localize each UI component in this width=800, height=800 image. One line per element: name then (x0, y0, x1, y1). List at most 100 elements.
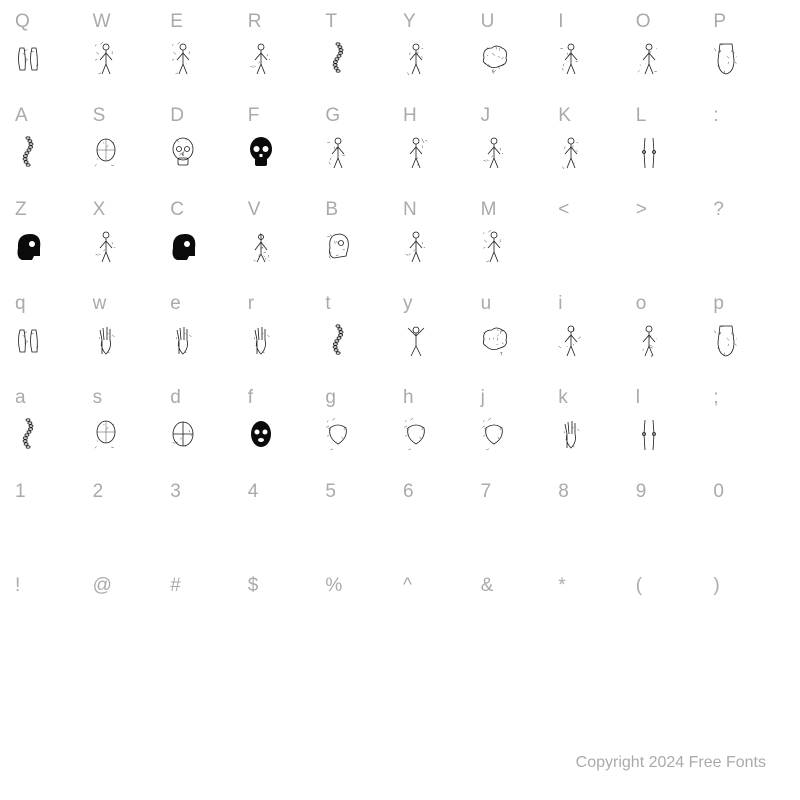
char-row: QWERTYUIOP (12, 8, 788, 36)
char-label: 9 (633, 478, 711, 506)
char-label: U (478, 8, 556, 36)
glyph-icon (90, 510, 122, 548)
torso-organs-glyph (710, 36, 788, 102)
glyph-icon (245, 228, 277, 266)
char-label: Z (12, 196, 90, 224)
char-label: w (90, 290, 168, 318)
char-label: 8 (555, 478, 633, 506)
char-label: 0 (710, 478, 788, 506)
spine-inv-glyph (322, 318, 400, 384)
char-label: C (167, 196, 245, 224)
char-label: X (90, 196, 168, 224)
char-label: M (478, 196, 556, 224)
char-label: S (90, 102, 168, 130)
running-figure-glyph (400, 36, 478, 102)
glyph-icon (322, 604, 354, 642)
char-label: 5 (322, 478, 400, 506)
circulatory-glyph (245, 224, 323, 290)
char-label: > (633, 196, 711, 224)
glyph-icon (710, 510, 742, 548)
glyph-icon (555, 510, 587, 548)
empty-glyph (555, 506, 633, 572)
empty-glyph (12, 506, 90, 572)
glyph-row (12, 36, 788, 102)
glyph-icon (90, 134, 122, 172)
glyph-icon (245, 416, 277, 454)
glyph-icon (12, 228, 44, 266)
char-label: a (12, 384, 90, 412)
char-label: ; (710, 384, 788, 412)
glyph-icon (400, 322, 432, 360)
glyph-icon (400, 40, 432, 78)
glyph-icon (90, 604, 122, 642)
char-label: y (400, 290, 478, 318)
feet-pair-glyph (12, 36, 90, 102)
hand-open-glyph (245, 318, 323, 384)
glyph-row (12, 130, 788, 196)
char-label: E (167, 8, 245, 36)
glyph-icon (245, 604, 277, 642)
empty-glyph (710, 506, 788, 572)
pelvis-glyph (322, 412, 400, 478)
glyph-icon (400, 228, 432, 266)
empty-glyph (710, 412, 788, 478)
skull-side-solid-glyph (12, 224, 90, 290)
leg-bones-2-glyph (633, 412, 711, 478)
figure-back-glyph (90, 224, 168, 290)
spine-2-glyph (12, 412, 90, 478)
glyph-icon (710, 604, 742, 642)
empty-glyph (555, 224, 633, 290)
glyph-icon (478, 134, 510, 172)
char-label: 6 (400, 478, 478, 506)
char-label: 4 (245, 478, 323, 506)
glyph-icon (167, 322, 199, 360)
spine-side-glyph (322, 36, 400, 102)
char-label: K (555, 102, 633, 130)
glyph-icon (478, 228, 510, 266)
character-map-grid: QWERTYUIOPASDFGHJKL:ZXCVBNM<>?qwertyuiop… (12, 8, 788, 666)
char-label: j (478, 384, 556, 412)
char-label: Q (12, 8, 90, 36)
char-label: N (400, 196, 478, 224)
char-label: ? (710, 196, 788, 224)
empty-glyph (555, 600, 633, 666)
empty-glyph (400, 600, 478, 666)
glyph-row (12, 600, 788, 666)
glyph-icon (633, 40, 665, 78)
standing-figure-glyph (90, 36, 168, 102)
char-label: 7 (478, 478, 556, 506)
hand-glyph (90, 318, 168, 384)
empty-glyph (167, 600, 245, 666)
glyph-icon (245, 40, 277, 78)
char-label: ( (633, 572, 711, 600)
glyph-icon (633, 228, 665, 266)
glyph-icon (90, 228, 122, 266)
empty-glyph (478, 506, 556, 572)
glyph-icon (555, 416, 587, 454)
char-label: % (322, 572, 400, 600)
char-label: Y (400, 8, 478, 36)
char-label: O (633, 8, 711, 36)
glyph-icon (400, 416, 432, 454)
char-label: P (710, 8, 788, 36)
char-label: r (245, 290, 323, 318)
glyph-icon (555, 40, 587, 78)
glyph-icon (167, 604, 199, 642)
glyph-icon (633, 510, 665, 548)
glyph-icon (633, 322, 665, 360)
glyph-icon (400, 510, 432, 548)
head-front-glyph (90, 130, 168, 196)
char-label: p (710, 290, 788, 318)
glyph-icon (167, 40, 199, 78)
muscle-figure-2-glyph (478, 224, 556, 290)
glyph-icon (12, 510, 44, 548)
char-row: !@#$%^&*() (12, 572, 788, 600)
glyph-icon (12, 322, 44, 360)
empty-glyph (167, 506, 245, 572)
skull-front-solid-glyph (245, 130, 323, 196)
glyph-icon (245, 510, 277, 548)
figure-inv-2-glyph (633, 318, 711, 384)
skeleton-labeled-glyph (400, 130, 478, 196)
empty-glyph (90, 506, 168, 572)
char-label: d (167, 384, 245, 412)
